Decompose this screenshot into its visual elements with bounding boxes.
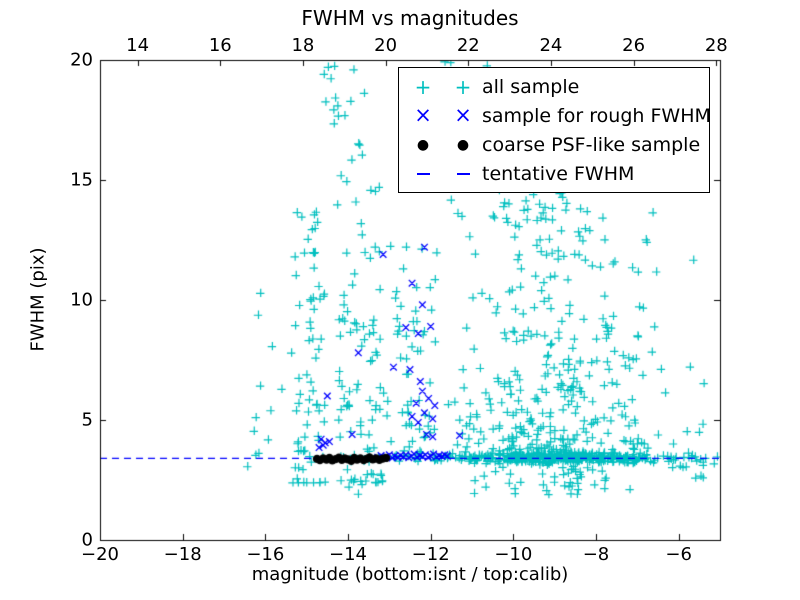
x-bottom-tick-label: −20 [81, 544, 119, 565]
chart-title: FWHM vs magnitudes [301, 6, 519, 30]
legend-item-label: all sample [482, 75, 580, 98]
x-bottom-tick-label: −6 [665, 544, 692, 565]
legend-item-label: tentative FWHM [482, 162, 635, 185]
legend-marker-group: + + [399, 76, 474, 98]
legend-item: tentative FWHM [399, 160, 709, 188]
x-marker-icon: × [414, 103, 432, 127]
x-top-tick-label: 16 [208, 35, 232, 56]
legend-item: ● ● coarse PSF-like sample [399, 131, 709, 159]
x-marker-icon: × [454, 103, 472, 127]
x-top-tick-label: 14 [126, 35, 150, 56]
dash-marker-icon [416, 172, 430, 175]
y-axis-label: FWHM (pix) [27, 247, 49, 352]
legend-item: × × sample for rough FWHM [399, 102, 711, 130]
x-bottom-tick-label: −10 [494, 544, 533, 565]
x-bottom-tick-label: −14 [329, 544, 367, 565]
x-top-tick-label: 26 [622, 35, 646, 56]
y-tick-label: 10 [70, 289, 93, 311]
x-top-tick-label: 24 [539, 35, 563, 56]
x-top-tick-label: 20 [374, 35, 398, 56]
y-tick-label: 15 [70, 169, 93, 191]
x-bottom-tick-label: −8 [582, 544, 610, 565]
dash-marker-icon-wrap [412, 163, 434, 185]
x-bottom-tick-label: −18 [163, 544, 202, 565]
dot-marker-icon: ● [456, 136, 470, 153]
legend-marker-group [399, 163, 474, 185]
x-top-tick-label: 28 [704, 35, 728, 56]
dash-marker-icon-wrap [452, 163, 474, 185]
x-top-tick-label: 22 [456, 35, 480, 56]
dash-marker-icon [456, 172, 470, 175]
y-tick-label: 0 [81, 529, 93, 551]
legend-item-label: coarse PSF-like sample [482, 133, 701, 156]
legend-marker-group: ● ● [399, 134, 474, 156]
legend-item: + + all sample [399, 73, 709, 101]
legend-marker-group: × × [399, 105, 474, 127]
dot-marker-icon: ● [416, 136, 430, 153]
legend-item-label: sample for rough FWHM [482, 104, 711, 127]
x-bottom-tick-label: −12 [411, 544, 450, 565]
x-bottom-tick-label: −16 [246, 544, 285, 565]
plus-marker-icon: + [454, 74, 472, 99]
plus-marker-icon: + [414, 74, 432, 99]
legend: + + all sample × × sample for rough FWHM ● ● coa… [398, 67, 711, 193]
x-top-tick-label: 18 [291, 35, 315, 56]
y-tick-label: 5 [81, 409, 93, 431]
x-axis-label: magnitude (bottom:isnt / top:calib) [251, 564, 569, 585]
y-tick-label: 20 [70, 49, 93, 71]
